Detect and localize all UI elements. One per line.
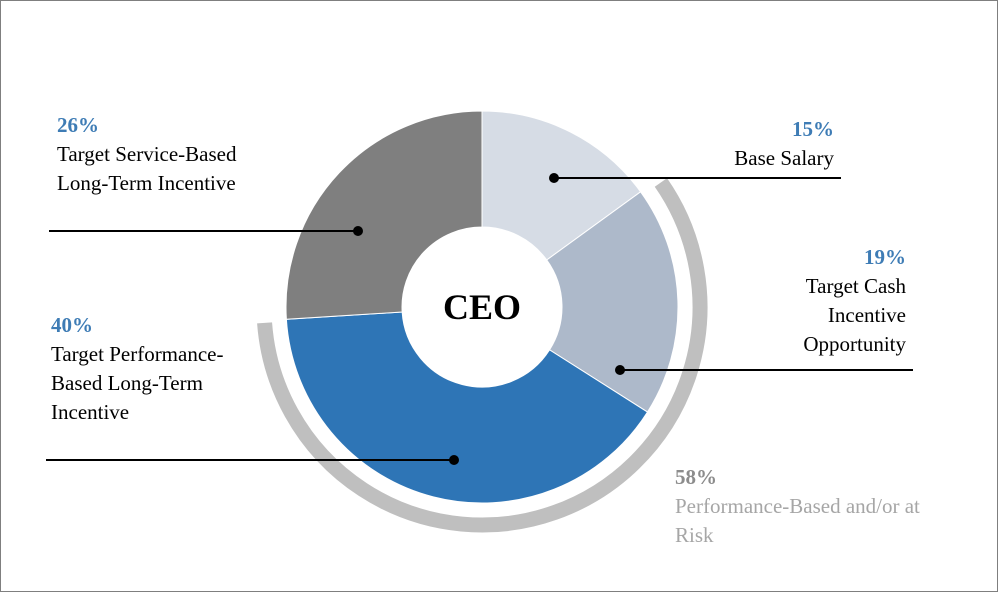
leader-dot [615,365,625,375]
annotation: 58% Performance-Based and/or at Risk [675,463,960,550]
category-label: Target Cash Incentive Opportunity [803,274,906,356]
slice-label: 19% Target Cash Incentive Opportunity [771,243,906,359]
percent-label: 19% [864,245,906,269]
category-label: Target Service-Based Long-Term Incentive [57,142,237,195]
annotation-label: Performance-Based and/or at Risk [675,494,920,547]
donut-hole [402,227,562,387]
category-label: Target Performance-Based Long-Term Incen… [51,342,224,424]
category-label: Base Salary [734,146,834,170]
slice-label: 40% Target Performance-Based Long-Term In… [51,311,251,427]
slice-label: 15% Base Salary [734,115,834,173]
annotation-percent: 58% [675,465,717,489]
annotation-arc [257,178,708,533]
percent-label: 40% [51,313,93,337]
percent-label: 26% [57,113,99,137]
center-label: CEO [443,287,521,327]
slice-label: 26% Target Service-Based Long-Term Incent… [57,111,252,198]
leader-dot [549,173,559,183]
percent-label: 15% [792,117,834,141]
leader-dot [449,455,459,465]
leader-dot [353,226,363,236]
